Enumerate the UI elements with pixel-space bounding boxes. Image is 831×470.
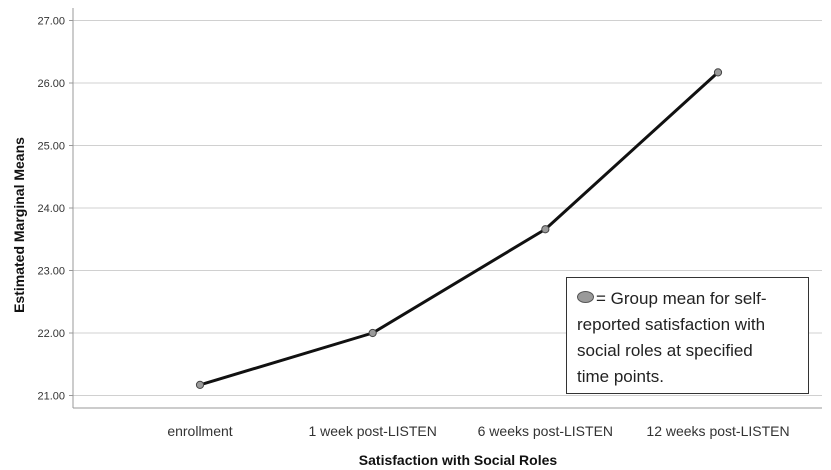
x-category-label: 12 weeks post-LISTEN bbox=[646, 423, 789, 439]
y-tick-label: 21.00 bbox=[37, 391, 65, 403]
data-point bbox=[713, 68, 723, 77]
legend-line-1: = Group mean for self- bbox=[577, 286, 798, 312]
data-point bbox=[195, 380, 205, 389]
data-points bbox=[195, 68, 723, 389]
legend-text-4: time points. bbox=[577, 367, 664, 386]
series-line bbox=[199, 71, 720, 387]
legend-text-2: reported satisfaction with bbox=[577, 315, 766, 334]
y-axis-ticks: 21.00 22.00 23.00 24.00 25.00 26.00 27.00 bbox=[37, 16, 73, 403]
legend-text-3: social roles at specified bbox=[577, 341, 753, 360]
y-tick-label: 24.00 bbox=[37, 203, 65, 215]
y-axis-title: Estimated Marginal Means bbox=[11, 137, 27, 313]
y-tick-label: 26.00 bbox=[37, 78, 65, 90]
grid-lines bbox=[73, 20, 822, 396]
y-tick-label: 23.00 bbox=[37, 266, 65, 278]
x-category-label: enrollment bbox=[167, 423, 232, 439]
y-tick-label: 25.00 bbox=[37, 141, 65, 153]
x-axis-categories: enrollment 1 week post-LISTEN 6 weeks post… bbox=[167, 423, 789, 439]
data-point bbox=[368, 328, 377, 338]
legend-text-1: = Group mean for self- bbox=[596, 289, 767, 308]
legend-box: = Group mean for self- reported satisfac… bbox=[566, 277, 809, 394]
y-tick-label: 27.00 bbox=[37, 16, 65, 28]
y-tick-label: 22.00 bbox=[37, 328, 65, 340]
x-category-label: 1 week post-LISTEN bbox=[308, 423, 436, 439]
x-category-label: 6 weeks post-LISTEN bbox=[478, 423, 613, 439]
x-axis-title: Satisfaction with Social Roles bbox=[359, 452, 558, 468]
data-point bbox=[541, 225, 550, 234]
gray-ellipse-marker-icon bbox=[577, 291, 594, 303]
